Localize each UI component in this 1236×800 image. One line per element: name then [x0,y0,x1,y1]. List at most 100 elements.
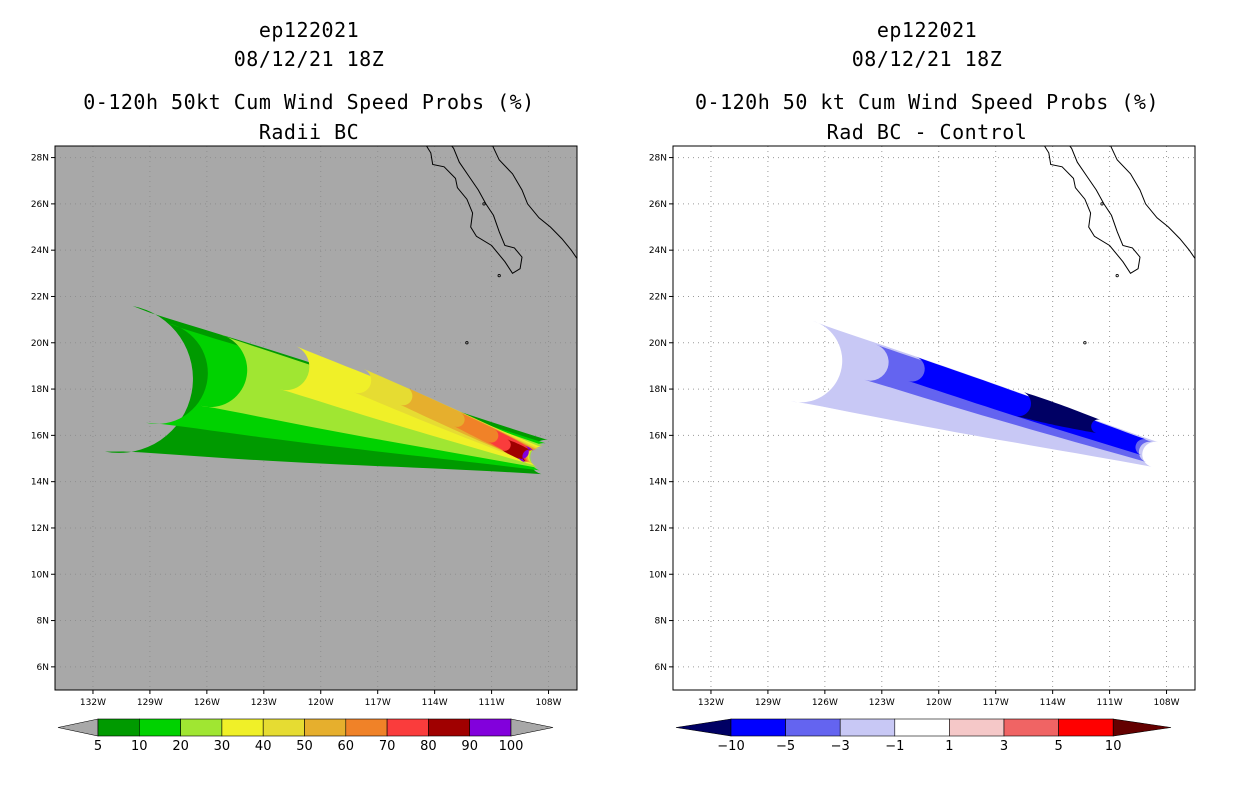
storm-id-label: ep122021 [876,18,978,42]
y-tick-label: 8N [37,617,49,627]
colorbar-swatch [97,718,140,737]
mexico-coastline [492,146,577,260]
colorbar-label: 70 [379,739,396,754]
datetime-label: 08/12/21 18Z [233,47,385,71]
storm-id-label: ep122021 [258,18,360,42]
colorbar-swatch [428,718,470,737]
colorbar-label: 90 [461,739,478,754]
colorbar-swatch [262,718,305,737]
island [1083,341,1087,345]
difference-map: 132W 129W 126W 123W 120W 117W 114W 111W 108W 6N 8N… [649,138,1196,754]
colorbar-label: 100 [499,739,524,754]
y-tick-label: 10N [31,570,49,580]
colorbar: −10 −5 −3 −1 1 3 5 10 [675,718,1172,754]
probability-map: 132W 129W 126W 123W 120W 117W 114W 111W 108W 6N 8N… [31,138,578,754]
y-tick-label: 12N [31,524,49,534]
colorbar-label: 5 [1054,739,1062,754]
baja-coastline [425,146,523,274]
contour-80 [502,439,532,462]
y-tick-label: 16N [31,431,49,441]
colorbar-swatch [221,718,264,737]
y-tick-label: 14N [649,478,667,488]
x-tick-label: 123W [251,698,277,708]
y-tick-label: 24N [649,246,667,256]
colorbar-over-arrow [1112,718,1172,737]
island [1115,274,1119,278]
y-tick-label: 26N [31,200,49,210]
colorbar-under-arrow [57,718,99,737]
contour--10 [1014,391,1100,434]
y-tick-label: 14N [31,478,49,488]
colorbar-over-arrow [510,718,554,737]
chart-title: 0-120h 50 kt Cum Wind Speed Probs (%) [694,90,1160,114]
colorbar-label: 3 [1000,739,1008,754]
y-tick-label: 18N [649,385,667,395]
mexico-coastline [1110,146,1195,260]
x-tick-label: 111W [479,698,505,708]
x-tick-label: 126W [194,698,220,708]
colorbar-label: −10 [717,739,744,754]
contour-90 [518,445,533,463]
island [1100,202,1104,206]
x-tick-label: 117W [983,698,1009,708]
y-tick-label: 18N [31,385,49,395]
chart-subtitle: Rad BC - Control [826,120,1028,144]
colorbar-under-arrow [675,718,732,737]
x-tick-label: 132W [80,698,106,708]
x-tick-label: 108W [535,698,561,708]
y-tick-label: 20N [31,339,49,349]
x-tick-label: 126W [812,698,838,708]
baja-coastline [1043,146,1141,274]
colorbar-label: 10 [131,739,148,754]
colorbar-label: 40 [255,739,272,754]
x-tick-label: 111W [1097,698,1123,708]
x-tick-label: 129W [137,698,163,708]
y-tick-label: 28N [31,154,49,164]
colorbar-swatch [785,718,841,737]
island [482,202,486,206]
plot-frame [54,145,578,691]
colorbar-swatch [469,718,512,737]
colorbar-swatch [1003,718,1059,737]
x-tick-label: 120W [926,698,952,708]
colorbar-swatch [839,718,896,737]
x-tick-label: 108W [1153,698,1179,708]
y-tick-label: 10N [649,570,667,580]
colorbar-label: 20 [172,739,189,754]
right-panel: ep122021 08/12/21 18Z 0-120h 50 kt Cum W… [618,0,1236,800]
chart-title: 0-120h 50kt Cum Wind Speed Probs (%) [83,90,535,114]
island [460,138,462,140]
colorbar-swatch [949,718,1005,737]
colorbar-label: −1 [885,739,904,754]
x-tick-label: 114W [422,698,448,708]
colorbar-label: 30 [214,739,231,754]
colorbar-label: 80 [420,739,437,754]
x-tick-label: 114W [1040,698,1066,708]
colorbar-label: 50 [296,739,313,754]
x-tick-label: 117W [365,698,391,708]
y-tick-label: 24N [31,246,49,256]
colorbar-swatch [894,718,950,737]
y-tick-label: 12N [649,524,667,534]
y-tick-label: 28N [649,154,667,164]
island [497,274,501,278]
colorbar-swatch [345,718,388,737]
colorbar-swatch [139,718,181,737]
colorbar-label: −3 [831,739,850,754]
colorbar-swatch [304,718,347,737]
colorbar-label: −5 [776,739,795,754]
chart-subtitle: Radii BC [258,120,360,144]
y-tick-label: 16N [649,431,667,441]
colorbar-label: 5 [94,739,102,754]
y-tick-label: 22N [31,292,49,302]
colorbar-label: 60 [338,739,355,754]
x-tick-label: 129W [755,698,781,708]
colorbar-swatch [730,718,786,737]
colorbar: 5 10 20 30 40 50 60 70 80 90 100 [57,718,554,754]
x-tick-label: 132W [698,698,724,708]
y-tick-label: 8N [655,617,667,627]
y-tick-label: 6N [655,663,667,673]
colorbar-swatch [1058,718,1114,737]
colorbar-label: 10 [1105,739,1122,754]
island [1078,138,1080,140]
